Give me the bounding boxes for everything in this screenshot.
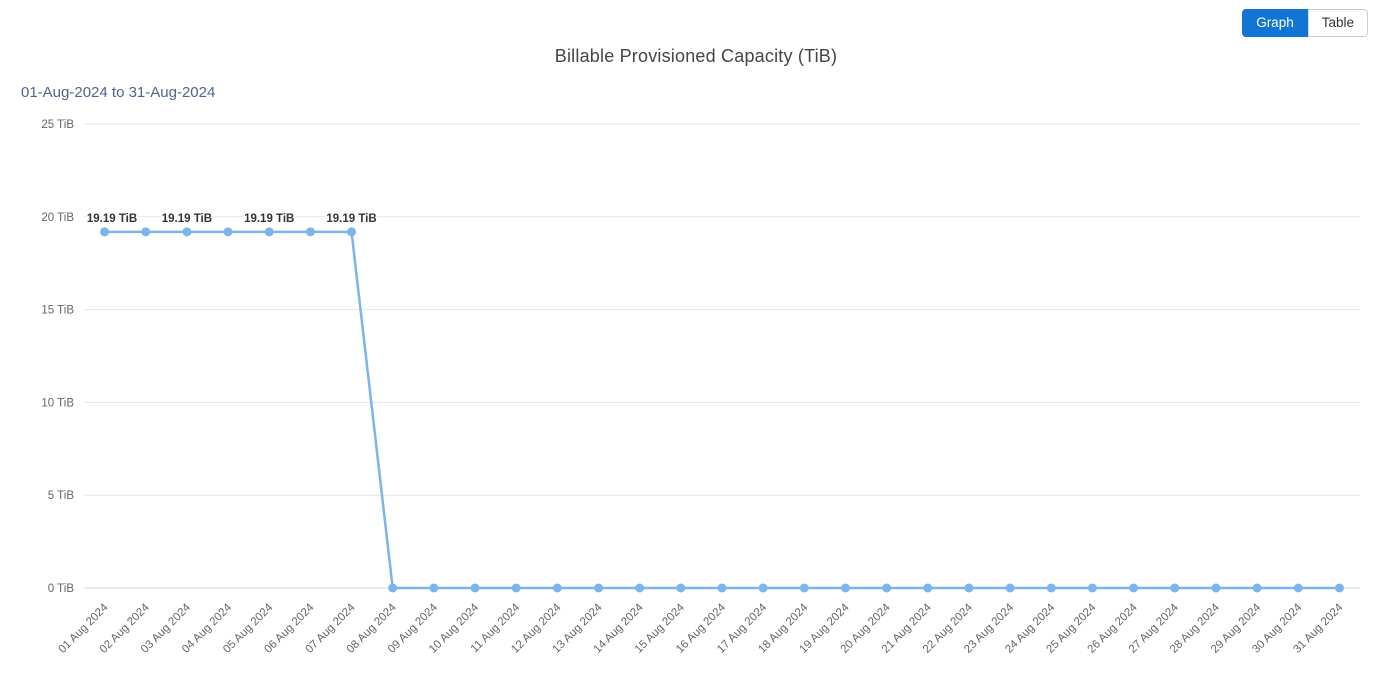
data-point[interactable] — [882, 583, 892, 593]
y-axis-tick-label: 10 TiB — [41, 397, 74, 409]
data-point[interactable] — [1046, 583, 1056, 593]
data-point[interactable] — [1252, 583, 1262, 593]
y-axis-tick-label: 0 TiB — [48, 583, 75, 595]
data-point[interactable] — [964, 583, 974, 593]
series-line — [103, 230, 1341, 590]
data-point[interactable] — [264, 227, 274, 237]
data-point[interactable] — [552, 583, 562, 593]
view-toggle-group: Graph Table — [1242, 9, 1368, 38]
data-point[interactable] — [141, 227, 151, 237]
data-point[interactable] — [429, 583, 439, 593]
data-point[interactable] — [1087, 583, 1097, 593]
data-point[interactable] — [511, 583, 521, 593]
data-point[interactable] — [1129, 583, 1139, 593]
y-axis-tick-label: 25 TiB — [41, 119, 74, 131]
data-point[interactable] — [594, 583, 604, 593]
data-point-label: 19.19 TiB — [87, 213, 137, 225]
data-point[interactable] — [635, 583, 645, 593]
y-axis-tick-label: 15 TiB — [41, 305, 74, 317]
data-point-label: 19.19 TiB — [244, 213, 294, 225]
table-view-button[interactable]: Table — [1307, 9, 1368, 38]
data-point[interactable] — [923, 583, 933, 593]
chart-date-range-subtitle: 01-Aug-2024 to 31-Aug-2024 — [21, 84, 216, 101]
data-point[interactable] — [676, 583, 686, 593]
data-point[interactable] — [1170, 583, 1180, 593]
data-point[interactable] — [347, 227, 357, 237]
data-point[interactable] — [182, 227, 192, 237]
y-axis-tick-label: 20 TiB — [41, 212, 74, 224]
y-axis-tick-label: 5 TiB — [48, 490, 75, 502]
data-point[interactable] — [388, 583, 398, 593]
data-point[interactable] — [758, 583, 768, 593]
data-point[interactable] — [1211, 583, 1221, 593]
data-point[interactable] — [223, 227, 233, 237]
data-point[interactable] — [1334, 583, 1344, 593]
chart-title: Billable Provisioned Capacity (TiB) — [554, 46, 838, 66]
data-point[interactable] — [100, 227, 110, 237]
data-point[interactable] — [1005, 583, 1015, 593]
data-point-label: 19.19 TiB — [162, 213, 212, 225]
data-point[interactable] — [799, 583, 809, 593]
graph-view-button[interactable]: Graph — [1242, 9, 1308, 38]
data-point[interactable] — [840, 583, 850, 593]
data-point[interactable] — [1293, 583, 1303, 593]
data-point[interactable] — [305, 227, 315, 237]
data-point[interactable] — [470, 583, 480, 593]
data-point-label: 19.19 TiB — [326, 213, 376, 225]
data-point[interactable] — [717, 583, 727, 593]
